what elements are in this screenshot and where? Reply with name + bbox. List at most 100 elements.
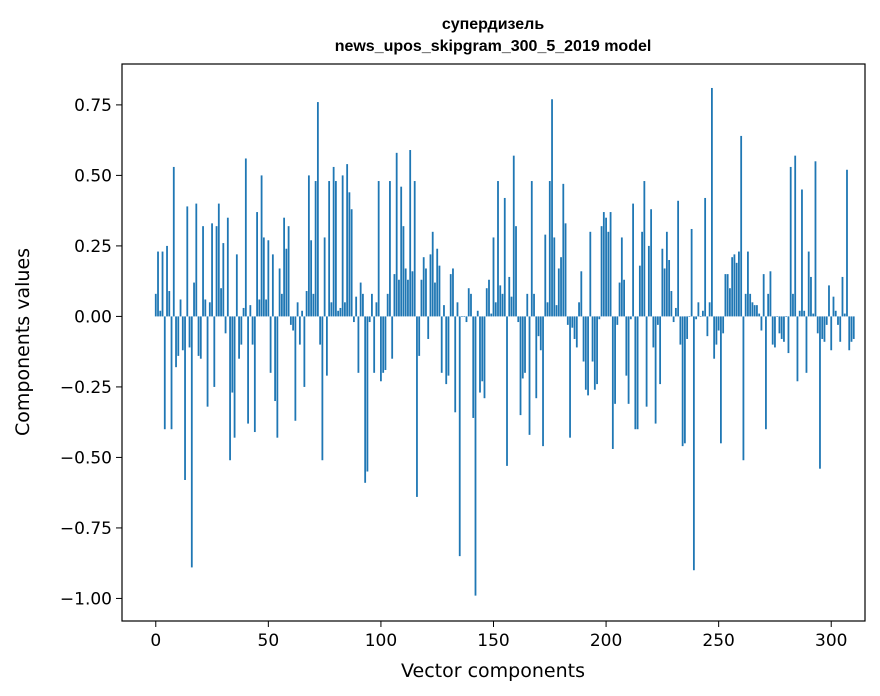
bar — [765, 316, 767, 430]
bar — [350, 209, 353, 317]
bar — [271, 254, 274, 317]
bar — [767, 293, 770, 317]
bar — [756, 305, 758, 317]
bar — [307, 175, 310, 317]
bar — [276, 316, 279, 438]
bar — [364, 316, 367, 483]
bar — [301, 310, 304, 317]
bar — [159, 310, 162, 317]
bar — [774, 316, 776, 348]
bar — [269, 316, 272, 373]
bar — [177, 316, 180, 356]
bar — [798, 310, 801, 317]
bar — [353, 316, 355, 323]
bar — [555, 305, 558, 317]
bar — [828, 285, 830, 317]
bar — [278, 268, 281, 317]
bar — [512, 155, 515, 317]
bar — [848, 316, 851, 351]
bar — [582, 316, 585, 362]
bar — [247, 316, 249, 424]
bar — [438, 265, 441, 317]
bar — [190, 316, 193, 568]
bar — [580, 271, 583, 317]
bar — [407, 279, 409, 317]
bar — [175, 316, 177, 368]
bar — [314, 181, 317, 317]
bar — [668, 260, 671, 317]
bar — [794, 155, 797, 317]
bar — [729, 288, 731, 317]
bar — [589, 231, 592, 317]
bar — [483, 316, 486, 399]
bar — [515, 226, 517, 317]
bar — [429, 254, 432, 317]
y-tick-label: 0.25 — [74, 237, 112, 257]
bar — [740, 135, 743, 317]
x-tick-label: 200 — [590, 631, 622, 651]
bar — [566, 316, 569, 325]
bar — [501, 293, 504, 317]
bar — [425, 268, 427, 317]
bar — [843, 313, 846, 317]
bar — [528, 316, 531, 435]
bar — [557, 268, 560, 317]
bar — [479, 316, 481, 393]
bar — [837, 316, 839, 325]
bar — [810, 276, 812, 317]
bar — [546, 302, 549, 317]
bar — [548, 181, 551, 317]
bar — [692, 316, 695, 571]
y-tick-label: −0.75 — [60, 519, 112, 539]
bar — [445, 316, 448, 385]
bar — [494, 302, 497, 317]
bar — [337, 310, 340, 317]
bar — [607, 231, 610, 317]
bar — [332, 166, 335, 317]
bar — [476, 310, 479, 317]
bar — [503, 197, 506, 317]
bar — [233, 316, 236, 438]
bar — [544, 234, 547, 317]
bar — [517, 316, 520, 323]
bar — [157, 251, 159, 317]
x-tick-label: 150 — [477, 631, 509, 651]
bar — [226, 217, 229, 317]
bar — [373, 316, 376, 373]
bar — [298, 316, 301, 345]
bar — [193, 282, 195, 317]
bar — [267, 240, 270, 317]
bar — [823, 316, 826, 342]
bar — [346, 164, 349, 317]
bar — [427, 316, 430, 339]
bar — [472, 316, 475, 418]
bar — [742, 316, 745, 461]
bar — [416, 316, 418, 497]
bar — [341, 175, 344, 317]
bar — [751, 302, 754, 317]
bar — [418, 316, 421, 356]
bar — [733, 254, 736, 317]
bar — [456, 302, 459, 317]
bar — [524, 316, 526, 373]
y-axis-label: Components values — [12, 248, 34, 436]
bar — [711, 87, 713, 317]
bar — [715, 316, 718, 345]
bar — [659, 316, 662, 385]
bar — [249, 305, 252, 317]
bar — [395, 152, 398, 317]
y-tick-label: 0.75 — [74, 96, 112, 116]
bar — [163, 316, 166, 430]
bar — [620, 237, 623, 317]
bar — [830, 316, 833, 351]
bar — [638, 265, 641, 317]
bar — [222, 243, 225, 317]
bar — [713, 316, 716, 359]
bar — [154, 293, 157, 317]
bar — [634, 316, 637, 430]
bar — [724, 274, 727, 317]
bar — [614, 316, 616, 404]
bar — [636, 316, 639, 430]
